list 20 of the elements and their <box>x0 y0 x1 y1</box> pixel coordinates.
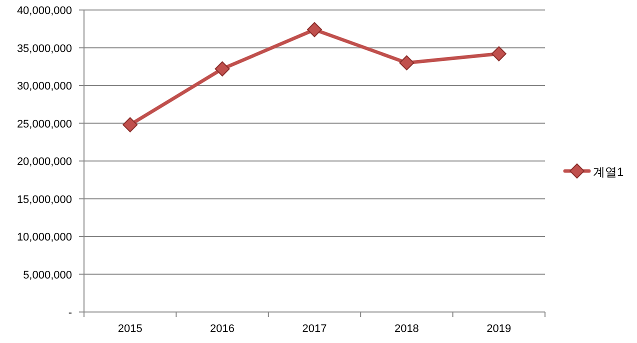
point <box>491 46 506 62</box>
y-tick-label: 5,000,000 <box>23 269 72 282</box>
y-tick-label: 30,000,000 <box>16 80 72 92</box>
x-tick-label: 2016 <box>210 323 235 335</box>
y-tick-label: 15,000,000 <box>16 194 72 206</box>
point <box>399 55 414 70</box>
y-tick-label: 20,000,000 <box>16 156 72 168</box>
point <box>307 22 322 38</box>
y-tick-label: 10,000,000 <box>16 232 72 244</box>
y-tick-label: 25,000,000 <box>16 118 72 130</box>
y-tick-label: 35,000,000 <box>16 42 72 55</box>
point <box>122 117 138 132</box>
point <box>214 61 230 76</box>
x-tick-label: 2019 <box>486 323 512 335</box>
x-tick-label: 2017 <box>302 323 327 335</box>
y-tick-label: 40,000,000 <box>16 5 72 17</box>
legend-label: 계열1 <box>593 165 624 179</box>
x-tick-label: 2015 <box>118 323 142 335</box>
y-tick-label: - <box>68 307 72 319</box>
x-tick-label: 2018 <box>394 323 419 335</box>
